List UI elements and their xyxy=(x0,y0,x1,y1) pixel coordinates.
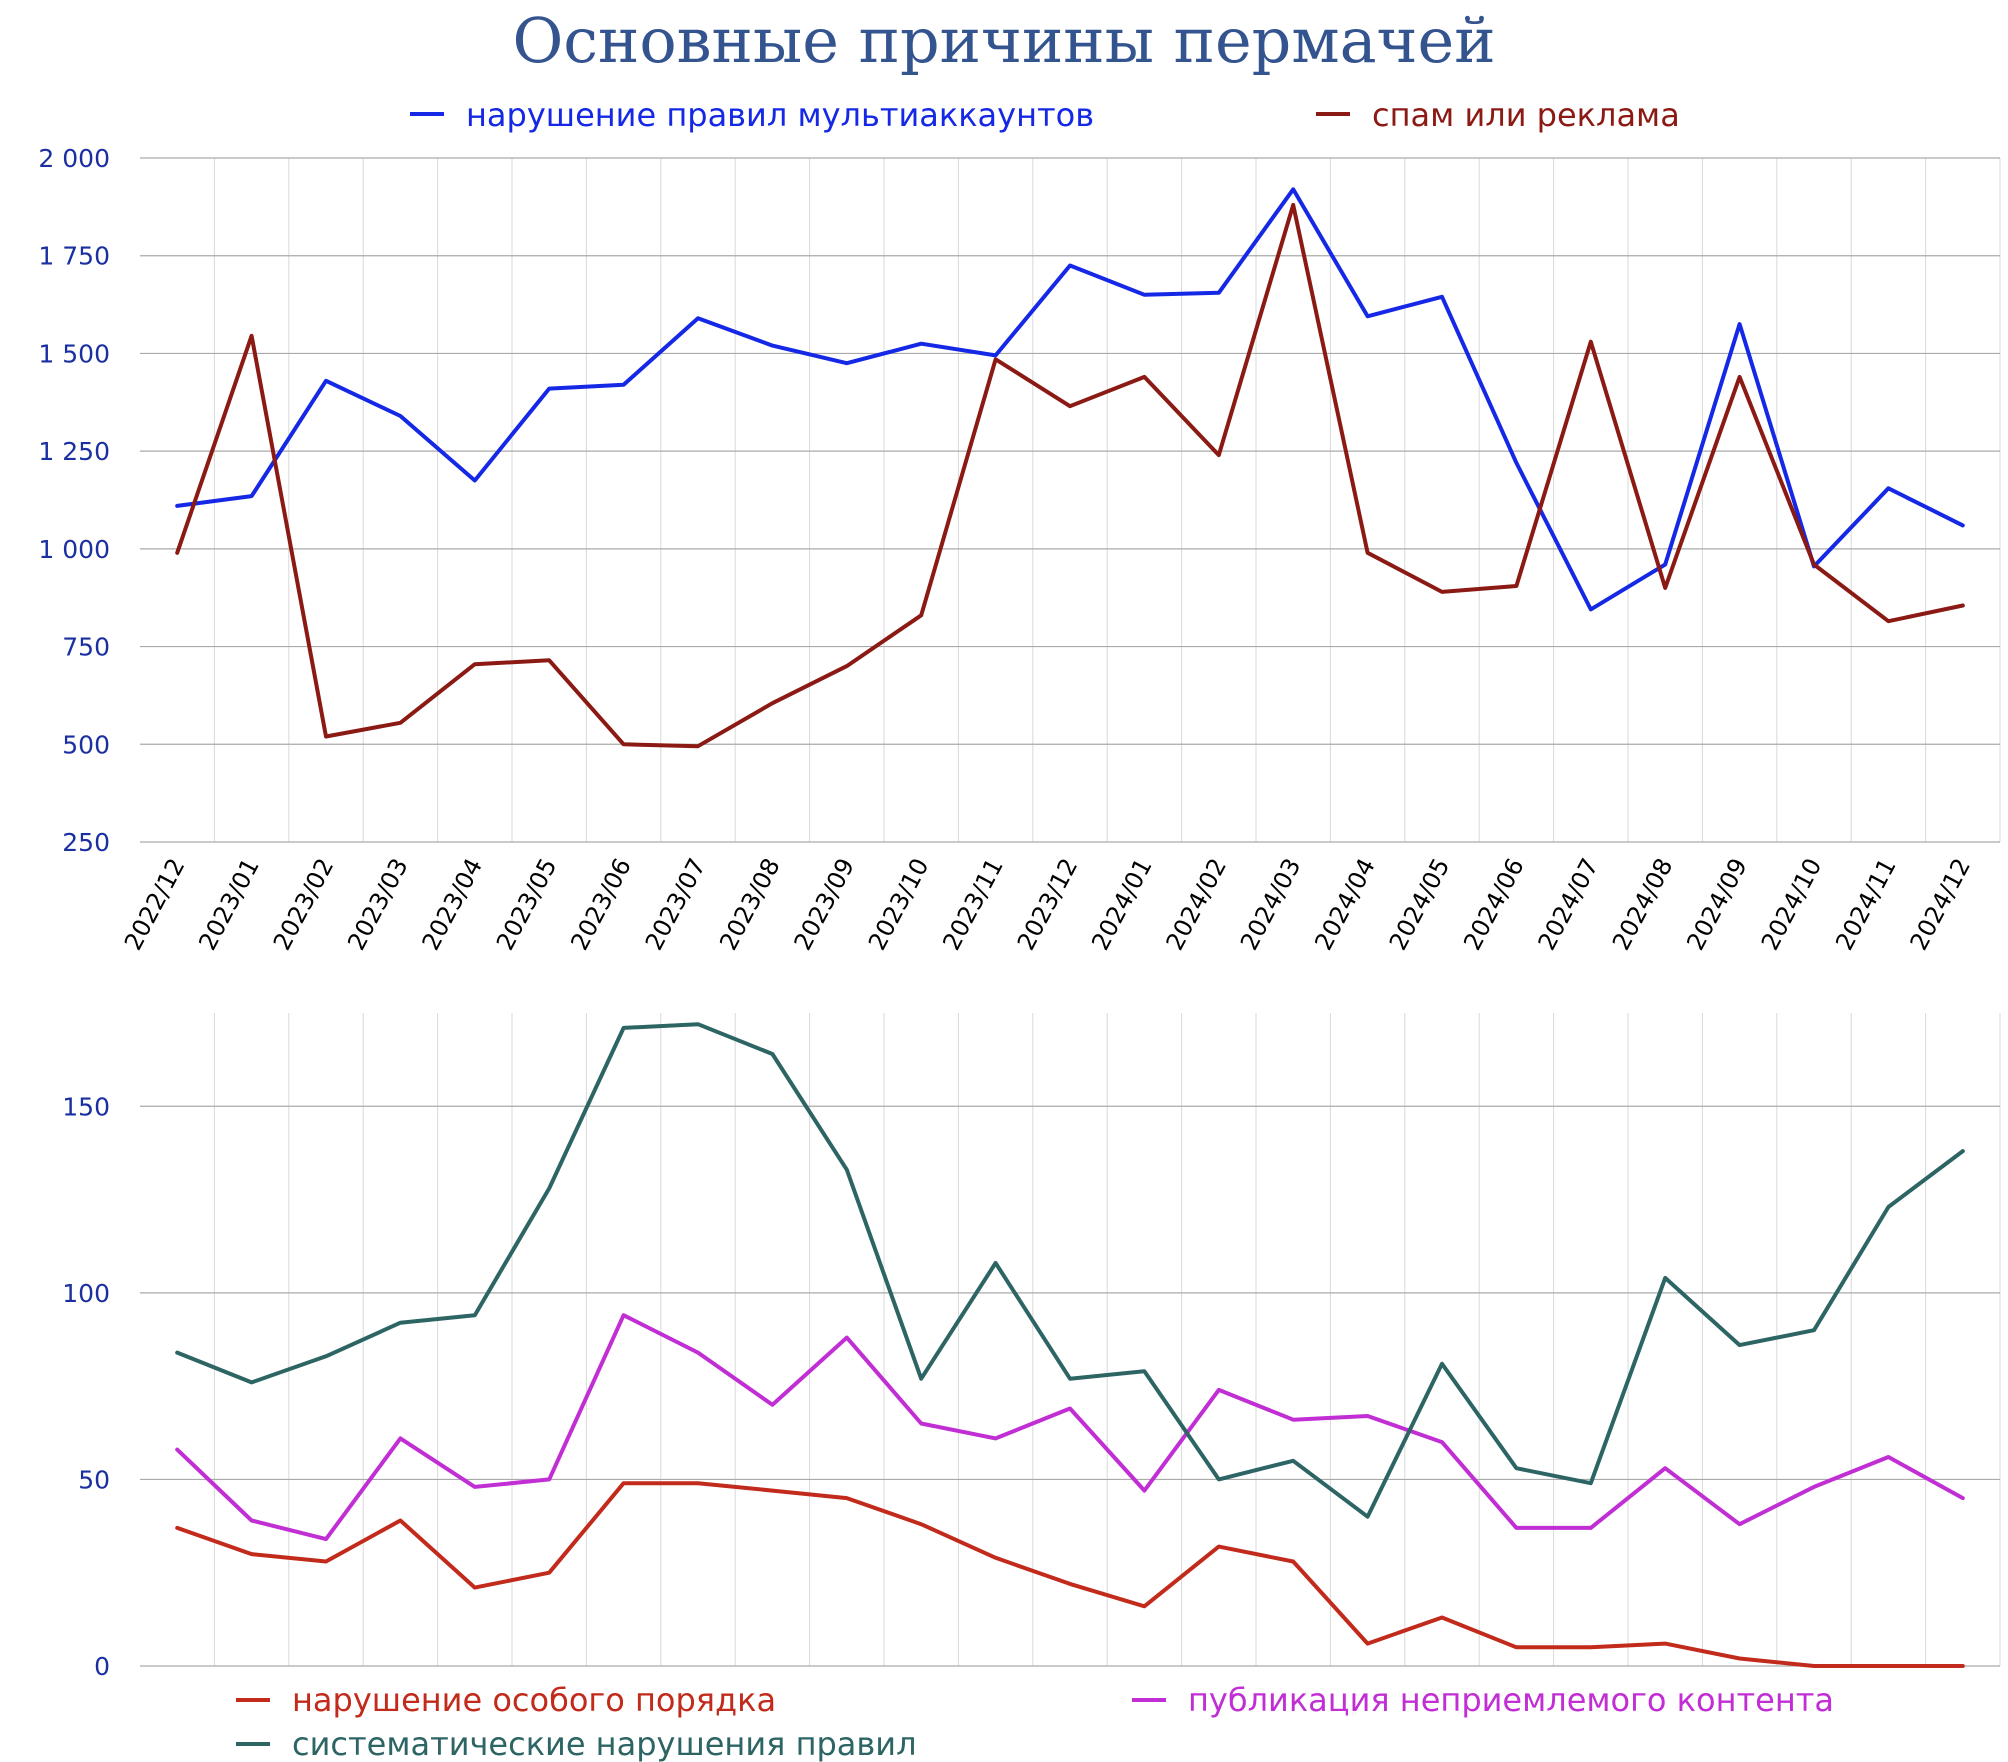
x-tick-label: 2024/05 xyxy=(1384,854,1456,955)
bottom-legend: нарушение особого порядка публикация неп… xyxy=(236,1681,1834,1762)
legend-item-systematic[interactable]: систематические нарушения правил xyxy=(236,1725,917,1762)
top-legend: нарушение правил мультиаккаунтов спам ил… xyxy=(410,96,1680,134)
top-series-line-0 xyxy=(175,187,1965,612)
bottom-series-line-2 xyxy=(175,1022,1965,1519)
chart-title: Основные причины пермачей xyxy=(512,4,1495,77)
legend-label-systematic: систематические нарушения правил xyxy=(292,1725,917,1762)
bottom-series-line-0 xyxy=(175,1481,1965,1668)
bottom-y-tick-label: 100 xyxy=(62,1279,110,1308)
legend-label-spam: спам или реклама xyxy=(1372,96,1680,134)
top-series xyxy=(175,187,1965,749)
x-tick-label: 2024/03 xyxy=(1235,854,1307,955)
bottom-y-axis: 0 50 100 150 xyxy=(62,1092,110,1681)
x-tick-label: 2023/12 xyxy=(1012,854,1084,955)
legend-label-unacceptable-content: публикация неприемлемого контента xyxy=(1188,1681,1834,1719)
legend-label-special-order: нарушение особого порядка xyxy=(292,1681,776,1719)
x-tick-label: 2024/01 xyxy=(1086,854,1158,955)
x-tick-label: 2024/08 xyxy=(1607,854,1679,955)
top-x-axis: 2022/12 2023/01 2023/02 2023/03 2023/04 2023/… xyxy=(119,854,1976,955)
bottom-y-tick-label: 150 xyxy=(62,1092,110,1121)
bottom-y-tick-label: 50 xyxy=(78,1465,110,1494)
x-tick-label: 2024/07 xyxy=(1533,854,1605,955)
legend-item-unacceptable-content[interactable]: публикация неприемлемого контента xyxy=(1132,1681,1834,1719)
bottom-grid xyxy=(140,1013,2001,1667)
legend-label-multiaccount: нарушение правил мультиаккаунтов xyxy=(466,96,1094,134)
x-tick-label: 2023/04 xyxy=(417,854,489,955)
top-y-tick-label: 1 500 xyxy=(38,339,110,368)
x-tick-label: 2024/09 xyxy=(1681,854,1753,955)
x-tick-label: 2024/11 xyxy=(1830,854,1902,955)
x-tick-label: 2024/12 xyxy=(1905,854,1977,955)
top-y-tick-label: 1 250 xyxy=(38,437,110,466)
x-tick-label: 2023/06 xyxy=(565,854,637,955)
bottom-chart: 0 50 100 150 xyxy=(62,1013,2001,1681)
x-tick-label: 2023/09 xyxy=(789,854,861,955)
x-tick-label: 2022/12 xyxy=(119,854,191,955)
top-y-tick-label: 250 xyxy=(62,828,110,857)
x-tick-label: 2024/10 xyxy=(1756,854,1828,955)
x-tick-label: 2024/06 xyxy=(1458,854,1530,955)
top-y-tick-label: 1 000 xyxy=(38,535,110,564)
x-tick-label: 2023/07 xyxy=(640,854,712,955)
legend-item-spam[interactable]: спам или реклама xyxy=(1316,96,1680,134)
top-y-tick-label: 1 750 xyxy=(38,242,110,271)
top-y-tick-label: 2 000 xyxy=(38,144,110,173)
bottom-series-line-1 xyxy=(175,1313,1965,1542)
legend-item-multiaccount[interactable]: нарушение правил мультиаккаунтов xyxy=(410,96,1094,134)
x-tick-label: 2024/02 xyxy=(1161,854,1233,955)
x-tick-label: 2023/08 xyxy=(714,854,786,955)
top-y-axis: 250 500 750 1 000 1 250 1 500 1 750 2 000 xyxy=(38,144,110,857)
x-tick-label: 2023/11 xyxy=(937,854,1009,955)
bottom-series xyxy=(175,1022,1965,1668)
top-grid xyxy=(140,157,2001,843)
x-tick-label: 2023/05 xyxy=(491,854,563,955)
x-tick-label: 2023/02 xyxy=(268,854,340,955)
bottom-y-tick-label: 0 xyxy=(94,1652,110,1681)
legend-item-special-order[interactable]: нарушение особого порядка xyxy=(236,1681,776,1719)
top-y-tick-label: 750 xyxy=(62,633,110,662)
x-tick-label: 2023/01 xyxy=(193,854,265,955)
x-tick-label: 2024/04 xyxy=(1309,854,1381,955)
x-tick-label: 2023/03 xyxy=(342,854,414,955)
x-tick-label: 2023/10 xyxy=(863,854,935,955)
top-series-line-1 xyxy=(175,202,1965,749)
top-chart: 250 500 750 1 000 1 250 1 500 1 750 2 000 2022/… xyxy=(38,144,2001,955)
top-y-tick-label: 500 xyxy=(62,730,110,759)
